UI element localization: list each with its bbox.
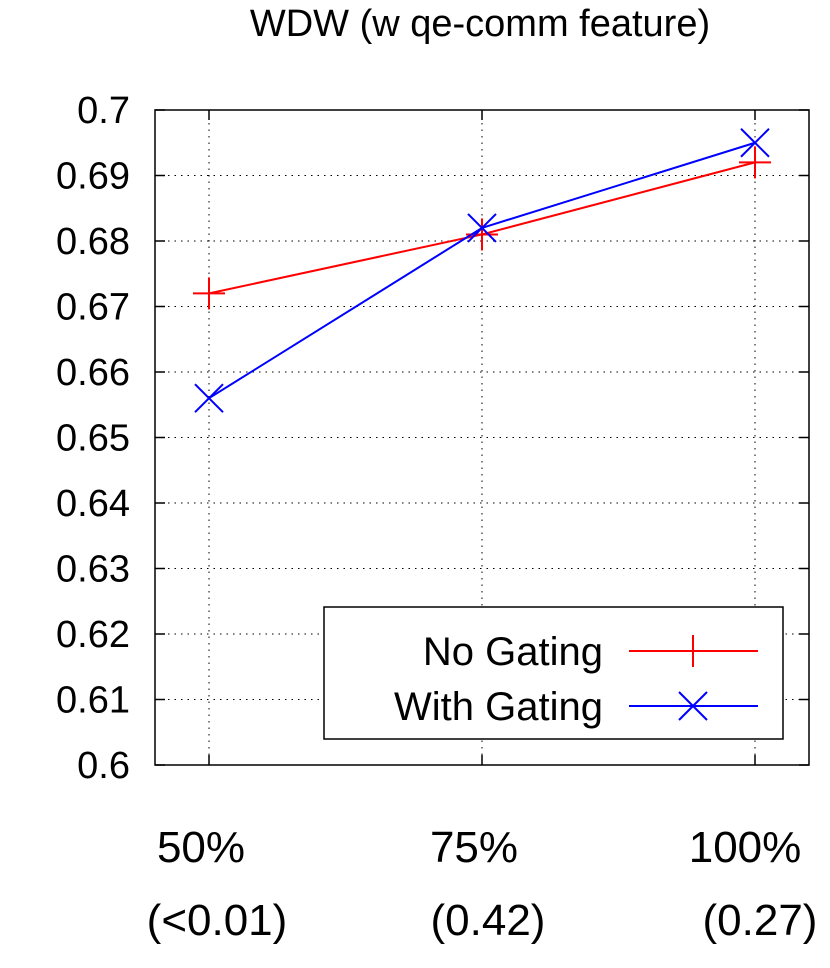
legend-marker — [677, 635, 709, 667]
x-tick-label: 50% — [157, 823, 245, 872]
y-tick-label: 0.6 — [77, 745, 130, 787]
legend-label: No Gating — [423, 630, 603, 674]
y-tick-label: 0.63 — [56, 549, 130, 591]
x-tick-sublabel: (<0.01) — [147, 896, 288, 945]
x-tick-sublabel: (0.27) — [703, 896, 818, 945]
data-point — [739, 146, 771, 179]
x-tick-sublabel: (0.42) — [431, 896, 546, 945]
y-tick-label: 0.61 — [56, 680, 130, 722]
legend: No Gating With Gating — [323, 606, 784, 740]
y-tick-label: 0.64 — [56, 483, 130, 525]
legend-box — [323, 606, 784, 740]
y-axis: 0.6 0.61 0.62 0.63 0.64 0.65 0.66 0.67 0.68 0.69 0… — [56, 90, 809, 787]
x-tick-label: 75% — [430, 823, 518, 872]
y-tick-label: 0.7 — [77, 90, 130, 132]
y-tick-label: 0.67 — [56, 287, 130, 329]
chart-title: WDW (w qe-comm feature) — [250, 3, 710, 45]
y-tick-label: 0.62 — [56, 614, 130, 656]
y-tick-label: 0.65 — [56, 418, 130, 460]
y-tick-label: 0.66 — [56, 352, 130, 394]
legend-marker — [678, 691, 708, 721]
series-line-with-gating — [208, 141, 756, 400]
y-tick-label: 0.68 — [56, 221, 130, 263]
x-axis: 50% (<0.01) 75% (0.42) 100% (0.27) — [147, 110, 818, 945]
data-point — [740, 128, 770, 158]
y-tick-label: 0.69 — [56, 156, 130, 198]
x-tick-label: 100% — [689, 823, 802, 872]
data-point — [194, 383, 224, 413]
legend-label: With Gating — [394, 685, 603, 729]
data-point — [467, 213, 497, 243]
series-group — [193, 128, 771, 413]
data-point — [193, 277, 225, 310]
